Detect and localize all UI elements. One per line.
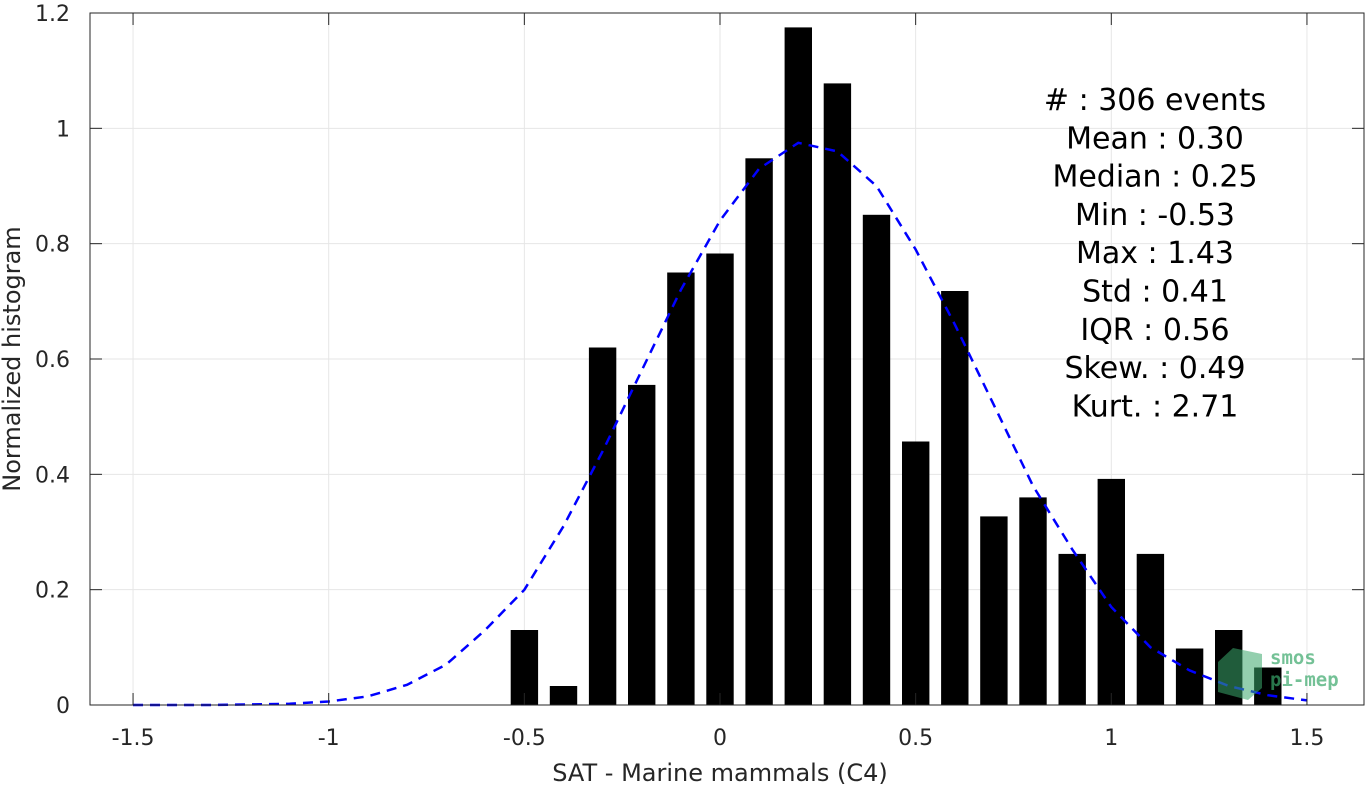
x-tick-label: -1.5 [112,726,155,751]
stats-line: Skew. : 0.49 [1064,351,1245,386]
histogram-bar [823,83,852,705]
x-tick-label: -0.5 [503,726,546,751]
x-tick-labels: -1.5 -1 -0.5 0 0.5 1 1.5 [112,726,1325,751]
x-tick-label: 1 [1104,726,1118,751]
histogram-bar [588,347,617,705]
histogram-bar [941,291,969,705]
stats-line: Min : -0.53 [1075,198,1235,233]
y-axis-label: Normalized histogram [0,226,26,491]
y-tick-label: 0.4 [35,463,70,488]
histogram-bar [549,686,578,705]
histogram-bar [1019,497,1047,705]
axes-frame [89,12,1365,706]
histogram-bar [706,253,734,705]
y-tick-label: 0.6 [35,348,70,373]
stats-line: Std : 0.41 [1082,275,1228,310]
histogram-bar [902,441,930,705]
x-axis-label: SAT - Marine mammals (C4) [552,759,887,785]
y-tick-label: 0 [56,694,70,719]
y-tick-label: 1 [56,117,70,142]
x-tick-label: 0 [713,726,727,751]
x-tick-label: 0.5 [898,726,933,751]
y-tick-label: 0.8 [35,233,70,258]
histogram-bar [862,214,891,706]
y-tick-label: 0.2 [35,579,70,604]
histogram-bar [1058,553,1086,705]
x-tick-label: 1.5 [1289,726,1324,751]
stats-line: IQR : 0.56 [1080,313,1229,348]
histogram-bar [1136,553,1165,705]
histogram-bar [510,630,539,705]
histogram-bar [628,384,656,705]
smos-pi-mep-logo: smos pi-mep [1218,647,1339,700]
logo-line2: pi-mep [1270,669,1339,691]
y-tick-labels: 0 0.2 0.4 0.6 0.8 1 1.2 [35,2,70,719]
stats-line: Median : 0.25 [1052,160,1257,195]
stats-line: # : 306 events [1044,83,1266,118]
stats-line: Mean : 0.30 [1066,121,1244,156]
histogram-bar [667,272,695,705]
histogram-bar [1175,648,1204,705]
logo-line1: smos [1270,647,1316,669]
histogram-bar [745,158,773,706]
histogram-bars [510,27,1282,706]
y-tick-label: 1.2 [35,2,70,27]
histogram-bar [980,516,1008,705]
logo-mark-icon [1218,648,1262,700]
stats-line: Kurt. : 2.71 [1072,389,1239,424]
x-tick-label: -1 [318,726,340,751]
stats-line: Max : 1.43 [1076,236,1234,271]
histogram-bar [784,27,812,705]
